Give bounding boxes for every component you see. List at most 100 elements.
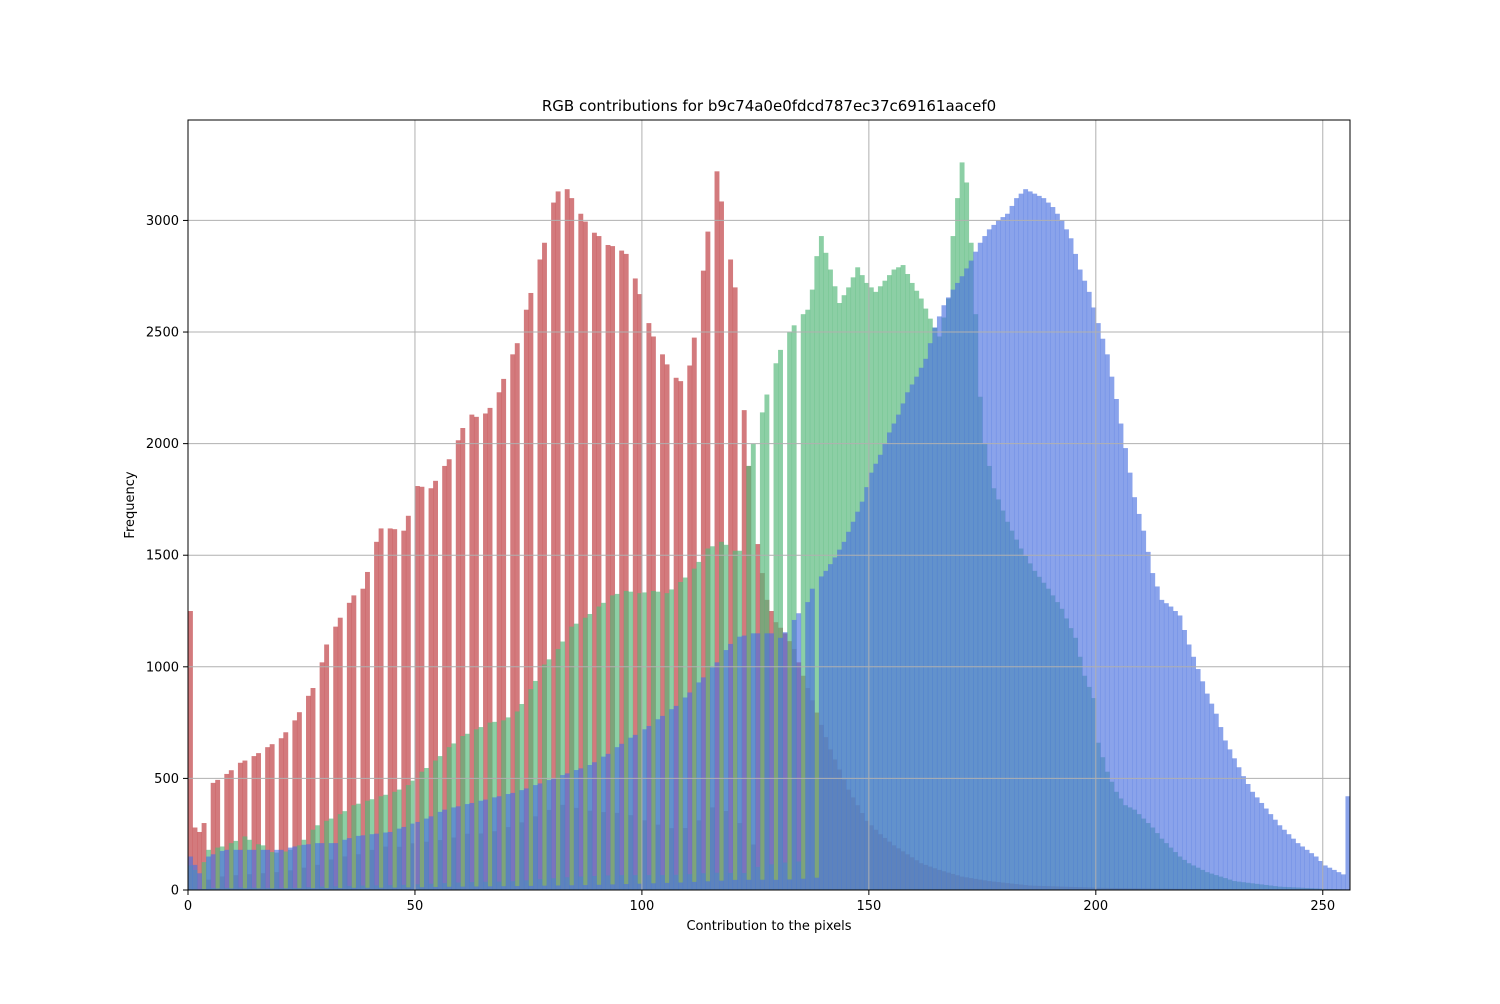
red-histogram-bar — [319, 662, 325, 890]
blue-histogram-bar — [355, 835, 361, 890]
green-histogram-bar — [378, 796, 384, 890]
red-histogram-bar — [496, 392, 502, 890]
green-histogram-bar — [337, 814, 343, 890]
blue-histogram-bar — [700, 677, 706, 890]
green-histogram-bar — [610, 595, 616, 890]
y-tick-label: 500 — [154, 772, 179, 787]
blue-histogram-bar — [873, 463, 879, 890]
blue-histogram-bar — [1331, 869, 1337, 890]
blue-histogram-bar — [877, 454, 883, 890]
blue-histogram-bar — [850, 521, 856, 890]
y-tick-label: 3000 — [146, 214, 179, 229]
blue-histogram-bar — [496, 796, 502, 890]
blue-histogram-bar — [769, 633, 774, 890]
red-histogram-bar — [537, 259, 543, 890]
blue-histogram-bar — [855, 511, 861, 890]
blue-histogram-bar — [528, 885, 534, 890]
blue-histogram-bar — [828, 564, 833, 890]
red-histogram-bar — [351, 595, 357, 890]
blue-histogram-bar — [351, 887, 357, 890]
blue-histogram-bar — [1150, 573, 1156, 890]
blue-histogram-bar — [650, 883, 656, 890]
blue-histogram-bar — [1191, 656, 1197, 890]
blue-histogram-bar — [832, 557, 838, 890]
red-histogram-bar — [687, 365, 693, 890]
blue-histogram-bar — [1036, 195, 1042, 890]
blue-histogram-bar — [460, 886, 466, 890]
blue-histogram-bar — [306, 844, 311, 890]
green-histogram-bar — [596, 606, 602, 890]
blue-histogram-bar — [365, 887, 370, 890]
blue-histogram-bar — [1009, 205, 1015, 890]
blue-histogram-bar — [197, 873, 202, 890]
blue-histogram-bar — [1300, 846, 1305, 890]
blue-histogram-bar — [188, 856, 193, 890]
blue-histogram-bar — [818, 576, 824, 890]
blue-histogram-bar — [519, 790, 525, 890]
red-histogram-bar — [446, 459, 452, 890]
blue-histogram-bar — [505, 794, 511, 890]
blue-histogram-bar — [936, 316, 942, 890]
red-histogram-bar — [528, 292, 534, 891]
red-histogram-bar — [510, 354, 516, 891]
blue-histogram-bar — [1073, 253, 1079, 890]
blue-histogram-bar — [823, 570, 829, 890]
blue-histogram-bar — [251, 849, 257, 890]
blue-histogram-bar — [451, 807, 457, 890]
blue-histogram-bar — [1295, 843, 1301, 890]
blue-histogram-bar — [296, 888, 302, 890]
blue-histogram-bar — [210, 854, 216, 890]
blue-histogram-bar — [678, 882, 684, 890]
blue-histogram-bar — [1023, 189, 1029, 890]
red-histogram-bar — [401, 530, 407, 890]
red-histogram-bar — [469, 414, 475, 890]
y-tick-label: 1500 — [146, 549, 179, 564]
blue-histogram-bar — [968, 260, 974, 890]
blue-histogram-bar — [973, 251, 979, 890]
blue-histogram-bar — [696, 682, 702, 890]
blue-histogram-bar — [728, 643, 734, 890]
green-histogram-bar — [587, 613, 593, 890]
blue-histogram-bar — [215, 888, 221, 890]
blue-histogram-bar — [292, 846, 298, 890]
blue-histogram-bar — [1005, 213, 1010, 891]
blue-histogram-bar — [442, 809, 448, 890]
blue-histogram-bar — [1268, 814, 1274, 890]
blue-histogram-bar — [691, 881, 697, 890]
green-histogram-bar — [542, 664, 547, 890]
blue-histogram-bar — [655, 719, 661, 890]
red-histogram-bar — [210, 782, 216, 890]
red-histogram-bar — [237, 762, 243, 890]
green-histogram-bar — [324, 820, 330, 890]
green-histogram-bar — [473, 729, 479, 890]
red-histogram-bar — [564, 189, 570, 890]
blue-histogram-bar — [1182, 629, 1187, 890]
blue-histogram-bar — [623, 884, 629, 890]
green-histogram-bar — [405, 785, 411, 890]
blue-histogram-bar — [959, 276, 965, 891]
blue-histogram-bar — [750, 633, 756, 890]
red-histogram-bar — [197, 831, 202, 890]
blue-histogram-bar — [705, 881, 711, 890]
red-histogram-bar — [700, 270, 706, 890]
blue-histogram-bar — [1250, 791, 1256, 890]
blue-histogram-bar — [283, 888, 289, 890]
green-histogram-bar — [256, 844, 261, 890]
blue-histogram-bar — [837, 549, 842, 890]
blue-histogram-bar — [383, 832, 389, 890]
blue-histogram-bar — [687, 692, 693, 890]
blue-histogram-bar — [1077, 269, 1083, 890]
blue-histogram-bar — [1136, 513, 1142, 890]
green-histogram-bar — [805, 309, 811, 891]
blue-histogram-bar — [1322, 865, 1328, 890]
blue-histogram-bar — [1286, 834, 1292, 890]
blue-histogram-bar — [1313, 856, 1319, 890]
blue-histogram-bar — [1345, 796, 1351, 890]
blue-histogram-bar — [269, 888, 275, 890]
blue-histogram-bar — [1100, 338, 1106, 891]
blue-histogram-bar — [637, 883, 643, 890]
blue-histogram-bar — [433, 886, 438, 890]
blue-histogram-bar — [392, 887, 398, 890]
green-histogram-bar — [283, 851, 289, 890]
